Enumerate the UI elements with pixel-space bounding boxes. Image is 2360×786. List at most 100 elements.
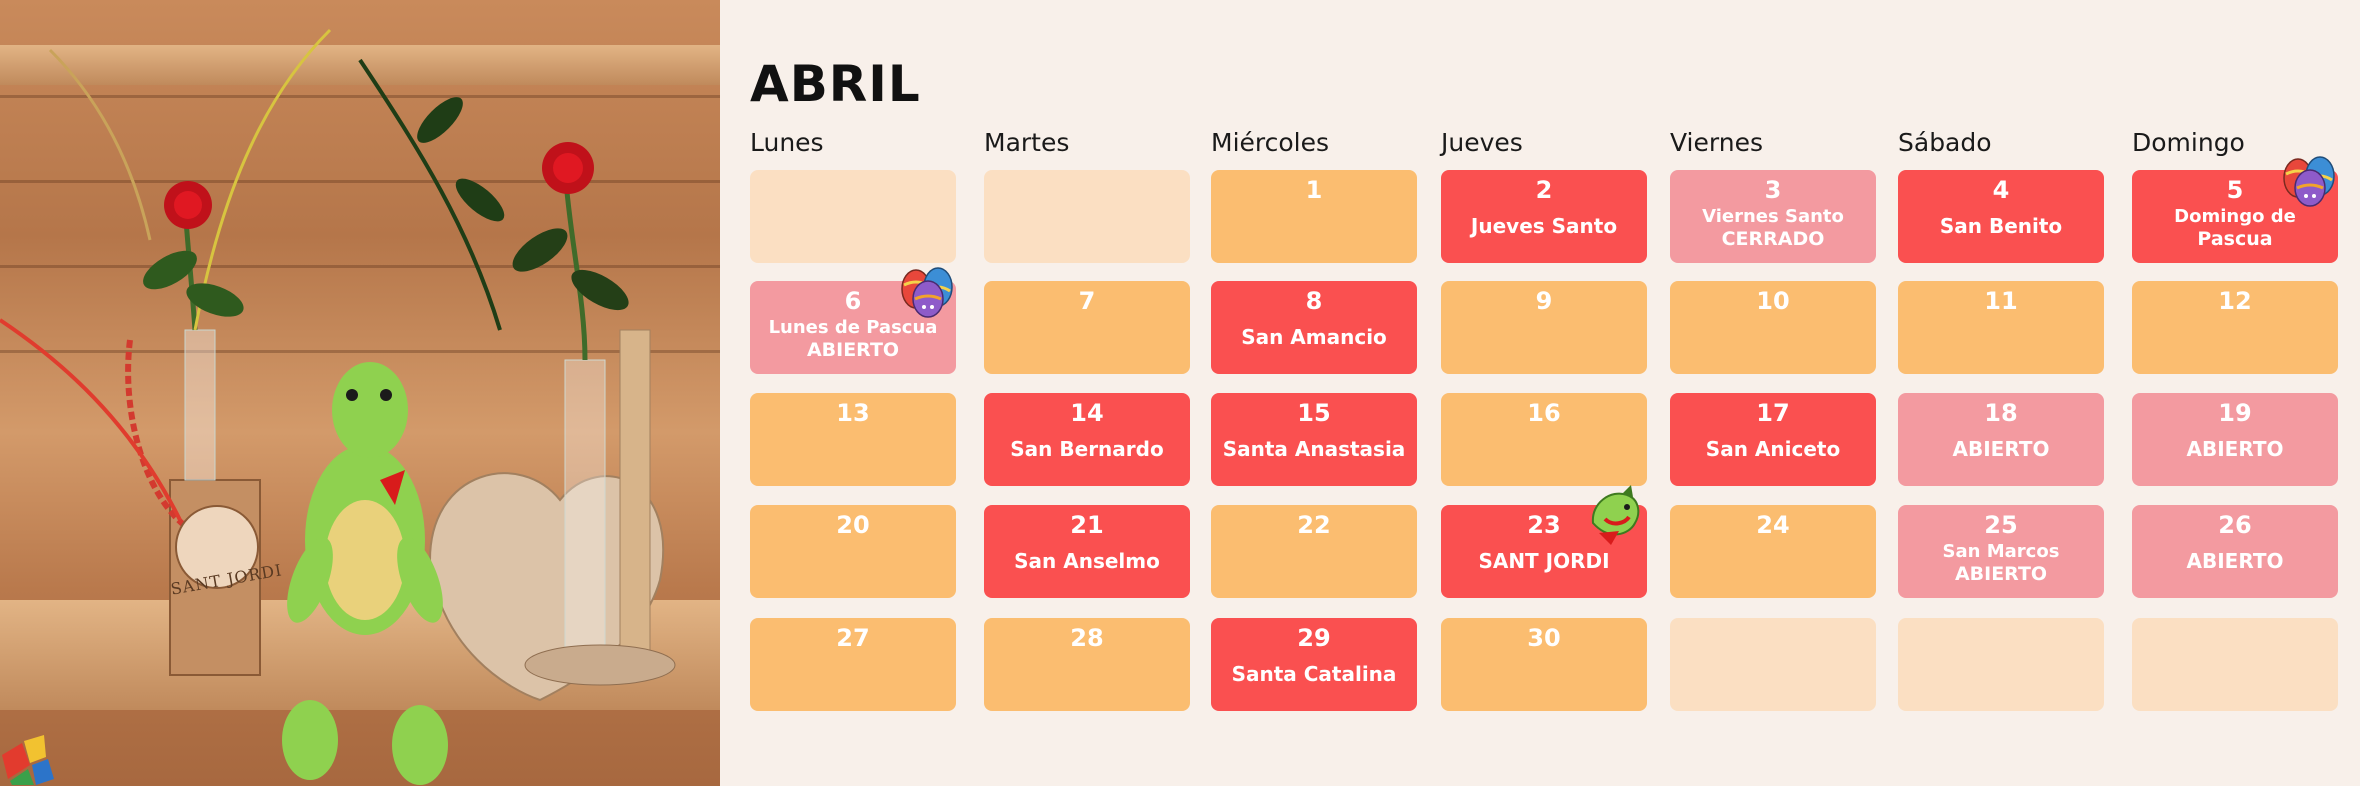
month-title: ABRIL — [750, 55, 921, 113]
wood-plank-line — [0, 180, 720, 183]
day-label: CERRADO — [1721, 228, 1825, 250]
easter-eggs-icon — [896, 263, 956, 319]
day-cell-10: 10 — [1670, 281, 1876, 374]
day-cell-2: 2 Jueves Santo — [1441, 170, 1647, 263]
day-number: 25 — [1984, 511, 2018, 539]
day-label: San Amancio — [1241, 325, 1387, 349]
day-number: 16 — [1527, 399, 1561, 427]
day-cell-22: 22 — [1211, 505, 1417, 598]
day-label: SANT JORDI — [1478, 549, 1610, 573]
day-label: Lunes de Pascua — [768, 317, 938, 338]
day-cell-9: 9 — [1441, 281, 1647, 374]
day-cell-16: 16 — [1441, 393, 1647, 486]
day-label: Viernes Santo — [1702, 206, 1844, 227]
day-cell-15: 15 Santa Anastasia — [1211, 393, 1417, 486]
empty-day-cell — [1898, 618, 2104, 711]
day-number: 2 — [1535, 176, 1553, 204]
day-number: 12 — [2218, 287, 2252, 315]
day-number: 14 — [1070, 399, 1104, 427]
day-number: 11 — [1984, 287, 2018, 315]
day-label: ABIERTO — [2186, 549, 2284, 573]
day-number: 28 — [1070, 624, 1104, 652]
day-header-martes: Martes — [984, 128, 1070, 157]
day-number: 27 — [836, 624, 870, 652]
day-cell-3: 3 Viernes Santo CERRADO — [1670, 170, 1876, 263]
day-number: 21 — [1070, 511, 1104, 539]
empty-day-cell — [1670, 618, 1876, 711]
day-cell-25: 25 San Marcos ABIERTO — [1898, 505, 2104, 598]
day-cell-30: 30 — [1441, 618, 1647, 711]
dragon-icon — [1583, 483, 1645, 547]
day-cell-23: 23 SANT JORDI — [1441, 505, 1647, 598]
day-cell-1: 1 — [1211, 170, 1417, 263]
day-number: 19 — [2218, 399, 2252, 427]
day-number: 7 — [1078, 287, 1096, 315]
day-number: 1 — [1305, 176, 1323, 204]
day-cell-21: 21 San Anselmo — [984, 505, 1190, 598]
day-number: 20 — [836, 511, 870, 539]
day-label: ABIERTO — [806, 339, 900, 361]
day-label: San Bernardo — [1010, 437, 1164, 461]
day-cell-19: 19 ABIERTO — [2132, 393, 2338, 486]
sant-jordi-badge — [175, 505, 259, 589]
calendar: ABRIL Lunes Martes Miércoles Jueves Viernes S… — [750, 0, 2350, 786]
day-number: 24 — [1756, 511, 1790, 539]
day-number: 9 — [1535, 287, 1553, 315]
day-cell-6: 6 Lunes de Pascua ABIERTO — [750, 281, 956, 374]
day-cell-14: 14 San Bernardo — [984, 393, 1190, 486]
day-cell-29: 29 Santa Catalina — [1211, 618, 1417, 711]
hero-photo: SANT JORDI — [0, 0, 720, 786]
wood-shelf-top — [0, 45, 720, 85]
day-label: San Anselmo — [1014, 549, 1160, 573]
day-number: 15 — [1297, 399, 1331, 427]
day-cell-24: 24 — [1670, 505, 1876, 598]
day-number: 17 — [1756, 399, 1790, 427]
day-cell-17: 17 San Aniceto — [1670, 393, 1876, 486]
day-header-viernes: Viernes — [1670, 128, 1763, 157]
empty-day-cell — [750, 170, 956, 263]
day-label: Domingo de — [2174, 206, 2296, 227]
photo-illustration — [0, 28, 676, 785]
day-cell-27: 27 — [750, 618, 956, 711]
day-label: Jueves Santo — [1470, 214, 1618, 238]
day-number: 30 — [1527, 624, 1561, 652]
empty-day-cell — [984, 170, 1190, 263]
day-number: 23 — [1527, 511, 1561, 539]
day-number: 22 — [1297, 511, 1331, 539]
day-number: 5 — [2226, 176, 2244, 204]
day-label: ABIERTO — [2186, 437, 2284, 461]
day-cell-28: 28 — [984, 618, 1190, 711]
day-cell-8: 8 San Amancio — [1211, 281, 1417, 374]
day-header-sabado: Sábado — [1898, 128, 1992, 157]
wood-plank-line — [0, 95, 720, 98]
easter-eggs-icon — [2278, 152, 2338, 208]
day-cell-4: 4 San Benito — [1898, 170, 2104, 263]
wood-plank-line — [0, 265, 720, 268]
day-number: 26 — [2218, 511, 2252, 539]
empty-day-cell — [2132, 618, 2338, 711]
brand-logo-icon — [2, 735, 54, 785]
day-number: 3 — [1764, 176, 1782, 204]
day-cell-7: 7 — [984, 281, 1190, 374]
day-number: 13 — [836, 399, 870, 427]
day-label: Santa Catalina — [1231, 662, 1397, 686]
day-label: ABIERTO — [1954, 563, 2048, 585]
day-cell-20: 20 — [750, 505, 956, 598]
day-header-lunes: Lunes — [750, 128, 824, 157]
wood-plank-line — [0, 350, 720, 353]
day-header-domingo: Domingo — [2132, 128, 2245, 157]
day-cell-13: 13 — [750, 393, 956, 486]
day-label: ABIERTO — [1952, 437, 2050, 461]
day-number: 6 — [844, 287, 862, 315]
day-number: 18 — [1984, 399, 2018, 427]
day-cell-11: 11 — [1898, 281, 2104, 374]
day-cell-26: 26 ABIERTO — [2132, 505, 2338, 598]
day-header-jueves: Jueves — [1441, 128, 1523, 157]
day-cell-18: 18 ABIERTO — [1898, 393, 2104, 486]
day-label: San Aniceto — [1705, 437, 1841, 461]
day-number: 4 — [1992, 176, 2010, 204]
day-number: 10 — [1756, 287, 1790, 315]
day-header-miercoles: Miércoles — [1211, 128, 1330, 157]
day-number: 8 — [1305, 287, 1323, 315]
day-label: San Marcos — [1942, 541, 2060, 562]
